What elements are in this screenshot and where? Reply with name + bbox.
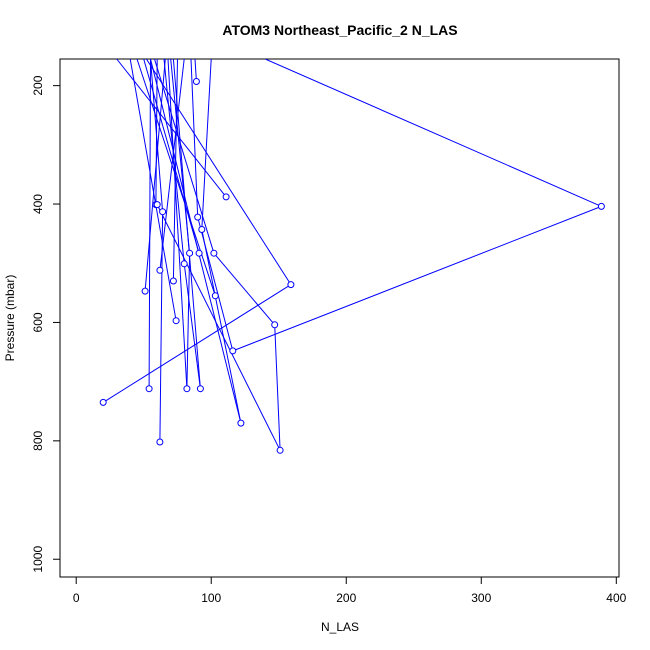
y-tick-label: 600 [31,312,45,332]
series-line-15 [129,59,177,321]
data-point [237,419,245,427]
data-point [99,398,107,406]
series-line-1 [116,59,227,198]
series-line-19 [145,59,292,285]
series-line-20 [264,59,602,207]
series-line-18 [150,59,242,424]
data-point [183,385,191,393]
series-layer [99,59,605,454]
data-point [169,277,177,285]
data-point [180,260,188,268]
chart-title: ATOM3 Northeast_Pacific_2 N_LAS [222,22,457,38]
data-point [156,438,164,446]
data-point [276,446,284,454]
series-line-8 [201,59,212,230]
data-point [194,213,202,221]
data-point [211,292,219,300]
y-tick-label: 400 [31,194,45,214]
x-tick-label: 400 [606,591,626,605]
x-axis: 0 100 200 300 400 [73,576,627,605]
data-point [172,317,180,325]
data-point [229,347,237,355]
series-line-0 [194,59,197,82]
data-point [271,321,279,329]
data-point [287,281,295,289]
series-line-10 [143,59,200,254]
data-point [145,385,153,393]
series-line-11 [154,59,215,254]
series-line-23 [213,252,276,326]
series-line-22 [102,284,292,403]
series-line-25 [156,204,281,451]
data-point [196,385,204,393]
series-line-6 [144,59,166,292]
series-line-14 [136,59,216,296]
data-point [159,208,167,216]
series-line-28 [197,216,234,352]
x-tick-label: 200 [336,591,356,605]
data-point [156,266,164,274]
y-axis-label: Pressure (mbar) [3,275,17,362]
data-point [192,78,200,85]
x-axis-label: N_LAS [321,620,359,634]
x-tick-label: 100 [201,591,221,605]
y-tick-label: 800 [31,431,45,451]
y-tick-label: 1000 [31,546,45,573]
data-point [153,201,161,209]
data-point [597,202,605,210]
series-line-17 [172,59,201,389]
series-line-7 [190,59,199,218]
series-line-30 [186,253,191,389]
y-tick-label: 200 [31,75,45,95]
series-line-24 [274,324,281,451]
series-line-21 [232,205,602,352]
data-point [198,226,206,233]
data-point [222,193,230,201]
series-line-2 [148,59,151,389]
data-point [210,249,218,257]
data-point [141,287,149,295]
series-line-27 [201,229,242,424]
y-axis: 200 400 600 800 1000 [31,75,60,573]
x-tick-label: 300 [471,591,491,605]
series-line-16 [167,59,188,389]
data-point [186,249,194,257]
series-line-29 [183,263,201,389]
data-point [195,249,203,257]
x-tick-label: 0 [73,591,80,605]
series-line-26 [159,211,164,443]
